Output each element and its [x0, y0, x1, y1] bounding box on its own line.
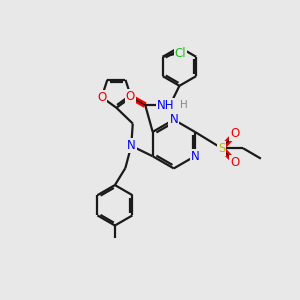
Text: N: N — [127, 139, 136, 152]
Text: N: N — [169, 113, 178, 126]
Text: O: O — [97, 91, 106, 103]
Text: H: H — [180, 100, 188, 110]
Text: S: S — [218, 142, 225, 155]
Text: Cl: Cl — [175, 47, 186, 60]
Text: NH: NH — [157, 99, 175, 112]
Text: O: O — [126, 90, 135, 103]
Text: O: O — [230, 128, 240, 140]
Text: N: N — [190, 150, 199, 163]
Text: O: O — [230, 156, 240, 169]
